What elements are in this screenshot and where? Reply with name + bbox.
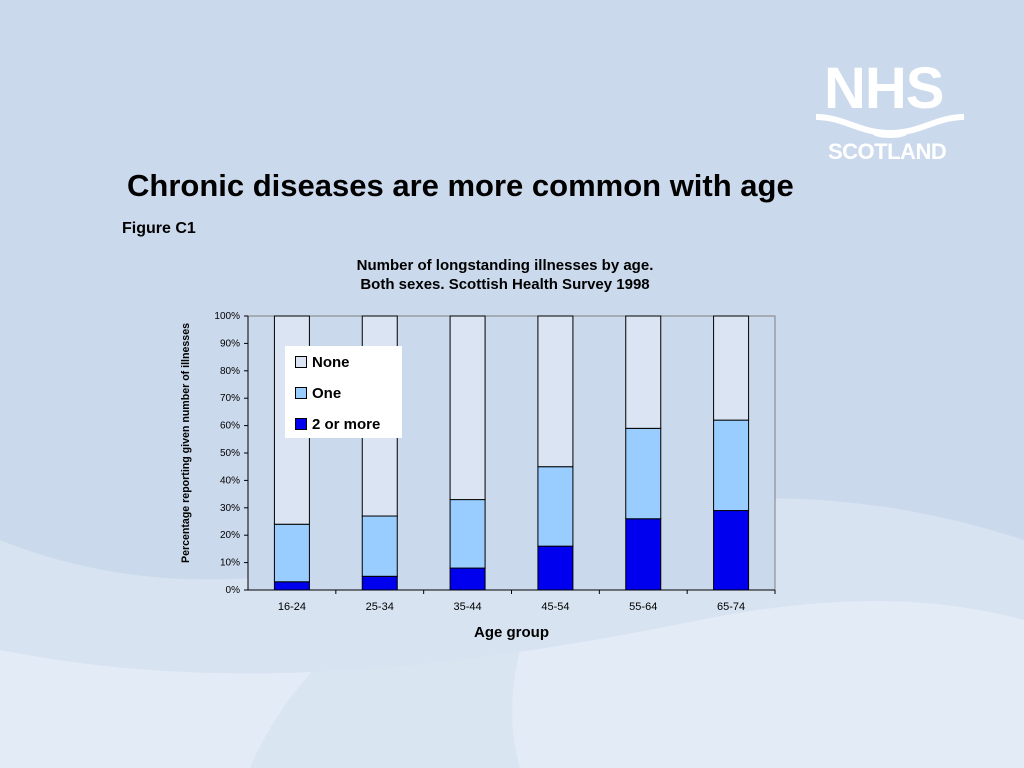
y-tick-label: 20% [220, 530, 240, 541]
y-tick-label: 0% [226, 585, 241, 596]
chart-title: Number of longstanding illnesses by age. [356, 257, 654, 274]
y-tick-label: 60% [220, 421, 240, 432]
logo-nhs-text: NHS [824, 56, 944, 121]
legend-swatch-two-or-more [295, 418, 307, 430]
x-tick-label: 55-64 [629, 601, 657, 613]
legend-item-two-or-more: 2 or more [295, 414, 380, 434]
y-tick-label: 90% [220, 338, 240, 349]
bar-none-65-74 [713, 315, 750, 421]
x-tick-label: 25-34 [366, 601, 394, 613]
bar-2-or-more-55-64 [625, 518, 662, 591]
y-axis-label: Percentage reporting given number of ill… [180, 323, 192, 563]
bar-2-or-more-45-54 [537, 545, 574, 591]
y-tick-label: 30% [220, 503, 240, 514]
bar-one-55-64 [625, 427, 662, 520]
legend-label-one: One [312, 384, 342, 402]
legend-item-one: One [295, 383, 341, 403]
x-axis-label: Age group [474, 624, 549, 641]
bar-2-or-more-16-24 [273, 581, 310, 591]
chart-title-block: Number of longstanding illnesses by age.… [280, 256, 730, 294]
logo-scotland-text: SCOTLAND [828, 139, 947, 164]
y-tick-label: 100% [214, 311, 240, 322]
chart-legend: None One 2 or more [285, 346, 402, 438]
legend-label-two-or-more: 2 or more [312, 415, 381, 433]
legend-label-none: None [312, 353, 350, 371]
bar-one-16-24 [273, 523, 310, 583]
x-tick-label: 45-54 [541, 601, 569, 613]
y-tick-label: 10% [220, 558, 240, 569]
bar-none-45-54 [537, 315, 574, 468]
bar-2-or-more-35-44 [449, 567, 486, 591]
figure-label: Figure C1 [122, 220, 196, 237]
x-tick-label: 65-74 [717, 601, 745, 613]
y-tick-label: 40% [220, 475, 240, 486]
bar-one-65-74 [713, 419, 750, 512]
bar-none-35-44 [449, 315, 486, 501]
x-tick-label: 16-24 [278, 601, 306, 613]
legend-item-none: None [295, 352, 350, 372]
slide-title: Chronic diseases are more common with ag… [127, 168, 794, 203]
bar-2-or-more-25-34 [361, 575, 398, 591]
bar-none-55-64 [625, 315, 662, 429]
logo-wave-icon [815, 114, 965, 138]
legend-swatch-one [295, 387, 307, 399]
y-tick-label: 70% [220, 393, 240, 404]
chart-subtitle: Both sexes. Scottish Health Survey 1998 [360, 276, 650, 293]
bar-one-25-34 [361, 515, 398, 577]
bar-one-45-54 [537, 466, 574, 547]
x-tick-label: 35-44 [454, 601, 482, 613]
nhs-scotland-logo: NHS SCOTLAND [810, 55, 970, 165]
bar-one-35-44 [449, 499, 486, 569]
y-tick-label: 50% [220, 448, 240, 459]
bar-2-or-more-65-74 [713, 510, 750, 591]
legend-swatch-none [295, 356, 307, 368]
y-tick-label: 80% [220, 366, 240, 377]
